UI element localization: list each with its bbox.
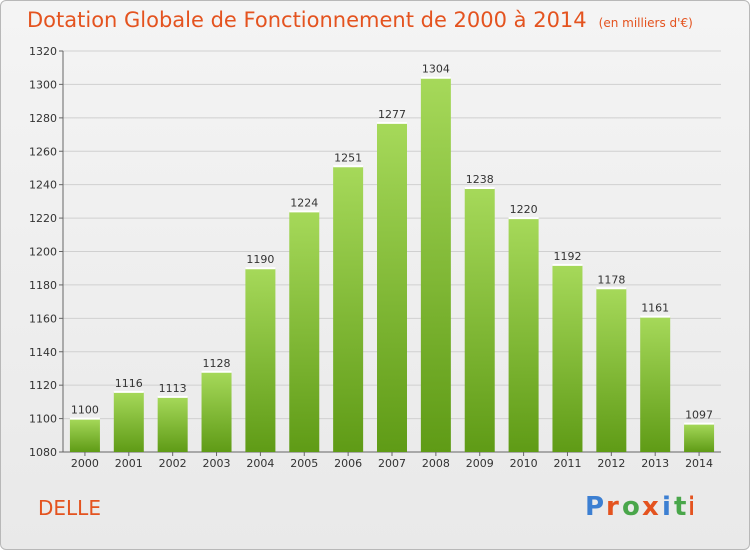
logo-letter: P [585,492,604,522]
y-tick-label: 1280 [29,112,57,125]
bar-2007 [377,122,407,453]
bar-2009 [464,188,495,452]
x-tick-label: 2009 [466,457,494,470]
x-tick-label: 2008 [422,457,450,470]
x-tick-label: 2005 [290,457,318,470]
x-tick-label: 2012 [597,457,625,470]
data-label: 1304 [422,63,450,76]
logo-letter: i [688,492,693,522]
data-label: 1097 [685,409,713,422]
x-tick-label: 2000 [71,457,99,470]
y-tick-label: 1140 [29,346,57,359]
data-label: 1113 [159,382,187,395]
y-tick-label: 1080 [29,446,57,459]
y-tick-label: 1200 [29,246,57,259]
y-tick-label: 1120 [29,379,57,392]
data-label: 1192 [553,250,581,263]
bar-2003 [201,371,232,452]
bar-2013 [640,316,671,452]
data-label: 1161 [641,302,669,315]
data-label: 1128 [203,357,231,370]
x-tick-label: 2010 [510,457,538,470]
data-label: 1190 [246,253,274,266]
logo-letter: o [622,492,640,522]
data-label: 1224 [290,196,318,209]
x-tick-label: 2002 [159,457,187,470]
commune-name: DELLE [38,496,101,520]
data-label: 1277 [378,108,406,121]
data-label: 1178 [597,273,625,286]
chart-title-text: Dotation Globale de Fonctionnement de 20… [27,8,587,32]
x-tick-label: 2011 [553,457,581,470]
y-tick-label: 1160 [29,312,57,325]
logo-letter: i [662,492,671,522]
data-label: 1220 [510,203,538,216]
unit-note: (en milliers d'€) [598,16,693,30]
bar-2008 [420,77,451,452]
data-label: 1238 [466,173,494,186]
x-tick-label: 2013 [641,457,669,470]
y-tick-label: 1100 [29,413,57,426]
proxiti-logo: Proxiti [585,492,693,522]
logo-letter: t [674,492,686,522]
x-tick-label: 2004 [246,457,274,470]
data-label: 1251 [334,151,362,164]
bar-2012 [596,288,627,452]
x-tick-label: 2003 [203,457,231,470]
chart-title: Dotation Globale de Fonctionnement de 20… [27,8,693,32]
data-label: 1116 [115,377,143,390]
bar-2005 [289,211,320,452]
bar-2001 [113,391,144,452]
logo-letter: x [642,492,659,522]
logo-letter: r [606,492,619,522]
data-label: 1100 [71,404,99,417]
y-tick-label: 1220 [29,212,57,225]
bar-2004 [245,268,276,452]
bar-2014 [684,423,715,452]
x-tick-label: 2007 [378,457,406,470]
x-tick-label: 2006 [334,457,362,470]
bar-2006 [333,166,364,452]
bar-2010 [508,218,539,452]
y-tick-label: 1260 [29,145,57,158]
y-tick-label: 1240 [29,179,57,192]
y-tick-label: 1180 [29,279,57,292]
bar-2000 [69,418,100,452]
bar-2011 [552,264,583,452]
y-tick-label: 1300 [29,78,57,91]
x-tick-label: 2014 [685,457,713,470]
x-tick-label: 2001 [115,457,143,470]
bar-2002 [157,396,188,452]
y-tick-label: 1320 [29,45,57,58]
